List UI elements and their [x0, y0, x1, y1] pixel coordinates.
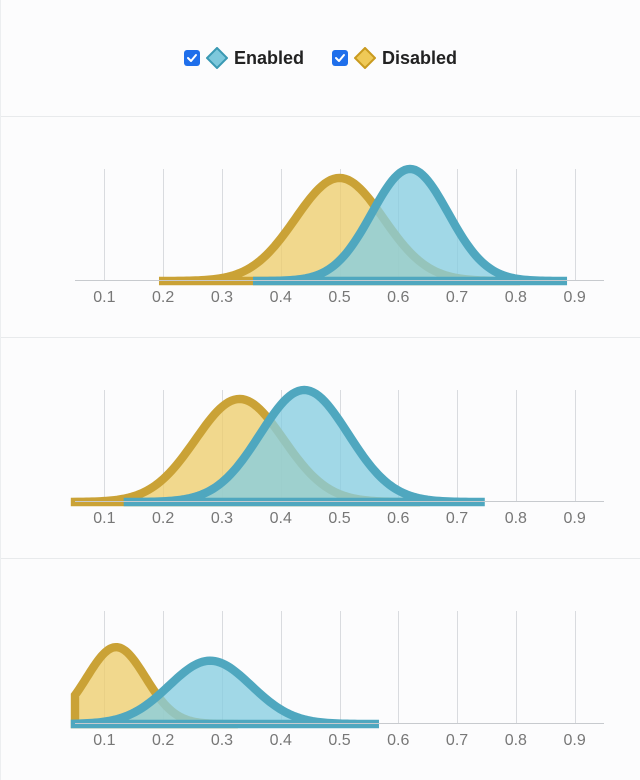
- x-tick-label: 0.6: [387, 732, 409, 750]
- x-axis-baseline: [75, 723, 604, 724]
- x-tick-label: 0.9: [563, 289, 585, 307]
- chart-panel-2: 0.1 0.2 0.3 0.4 0.5 0.6 0.7 0.8 0.9: [1, 338, 640, 559]
- x-tick-label: 0.9: [563, 510, 585, 528]
- x-axis-labels: 0.1 0.2 0.3 0.4 0.5 0.6 0.7 0.8 0.9: [75, 285, 604, 311]
- x-tick-label: 0.3: [211, 510, 233, 528]
- plot-area: [75, 390, 604, 502]
- page-root: Enabled Disabled 0.10.20.30.40.50.60.70.…: [0, 0, 640, 780]
- x-tick-label: 0.7: [446, 732, 468, 750]
- x-tick-label: 0.8: [505, 510, 527, 528]
- chart-panel-1: 0.1 0.2 0.3 0.4 0.5 0.6 0.7 0.8 0.9: [1, 117, 640, 338]
- x-tick-label: 0.3: [211, 732, 233, 750]
- checkmark-icon: [334, 52, 346, 64]
- x-tick-label: 0.2: [152, 289, 174, 307]
- x-tick-label: 0.1: [93, 289, 115, 307]
- checkmark-icon: [186, 52, 198, 64]
- x-tick-label: 0.8: [505, 732, 527, 750]
- plot-wrap: 0.1 0.2 0.3 0.4 0.5 0.6 0.7 0.8 0.9: [35, 169, 624, 311]
- x-tick-label: 0.6: [387, 289, 409, 307]
- x-tick-label: 0.2: [152, 510, 174, 528]
- legend-item-enabled[interactable]: Enabled: [184, 47, 304, 69]
- x-tick-label: 0.4: [270, 732, 292, 750]
- checkbox-disabled[interactable]: [332, 50, 348, 66]
- diamond-icon: [206, 47, 228, 69]
- plot-area: [75, 169, 604, 281]
- density-curves: [75, 611, 604, 724]
- x-tick-label: 0.3: [211, 289, 233, 307]
- legend-label-disabled: Disabled: [382, 48, 457, 69]
- x-tick-label: 0.4: [270, 289, 292, 307]
- x-tick-label: 0.5: [328, 732, 350, 750]
- x-tick-label: 0.5: [328, 289, 350, 307]
- x-axis-labels: 0.1 0.2 0.3 0.4 0.5 0.6 0.7 0.8 0.9: [75, 506, 604, 532]
- checkbox-enabled[interactable]: [184, 50, 200, 66]
- x-tick-label: 0.7: [446, 510, 468, 528]
- plot-wrap: 0.1 0.2 0.3 0.4 0.5 0.6 0.7 0.8 0.9: [35, 611, 624, 754]
- diamond-icon: [354, 47, 376, 69]
- x-tick-label: 0.1: [93, 732, 115, 750]
- legend: Enabled Disabled: [1, 0, 640, 117]
- density-curves: [75, 390, 604, 502]
- x-tick-label: 0.9: [563, 732, 585, 750]
- x-axis-labels: 0.1 0.2 0.3 0.4 0.5 0.6 0.7 0.8 0.9: [75, 728, 604, 754]
- x-tick-label: 0.2: [152, 732, 174, 750]
- x-tick-label: 0.4: [270, 510, 292, 528]
- plot-wrap: 0.1 0.2 0.3 0.4 0.5 0.6 0.7 0.8 0.9: [35, 390, 624, 532]
- x-axis-baseline: [75, 501, 604, 502]
- chart-panel-3: 0.1 0.2 0.3 0.4 0.5 0.6 0.7 0.8 0.9: [1, 559, 640, 780]
- x-axis-baseline: [75, 280, 604, 281]
- legend-item-disabled[interactable]: Disabled: [332, 47, 457, 69]
- x-tick-label: 0.8: [505, 289, 527, 307]
- x-tick-label: 0.1: [93, 510, 115, 528]
- density-curves: [75, 169, 604, 281]
- x-tick-label: 0.6: [387, 510, 409, 528]
- x-tick-label: 0.7: [446, 289, 468, 307]
- plot-area: [75, 611, 604, 724]
- legend-label-enabled: Enabled: [234, 48, 304, 69]
- x-tick-label: 0.5: [328, 510, 350, 528]
